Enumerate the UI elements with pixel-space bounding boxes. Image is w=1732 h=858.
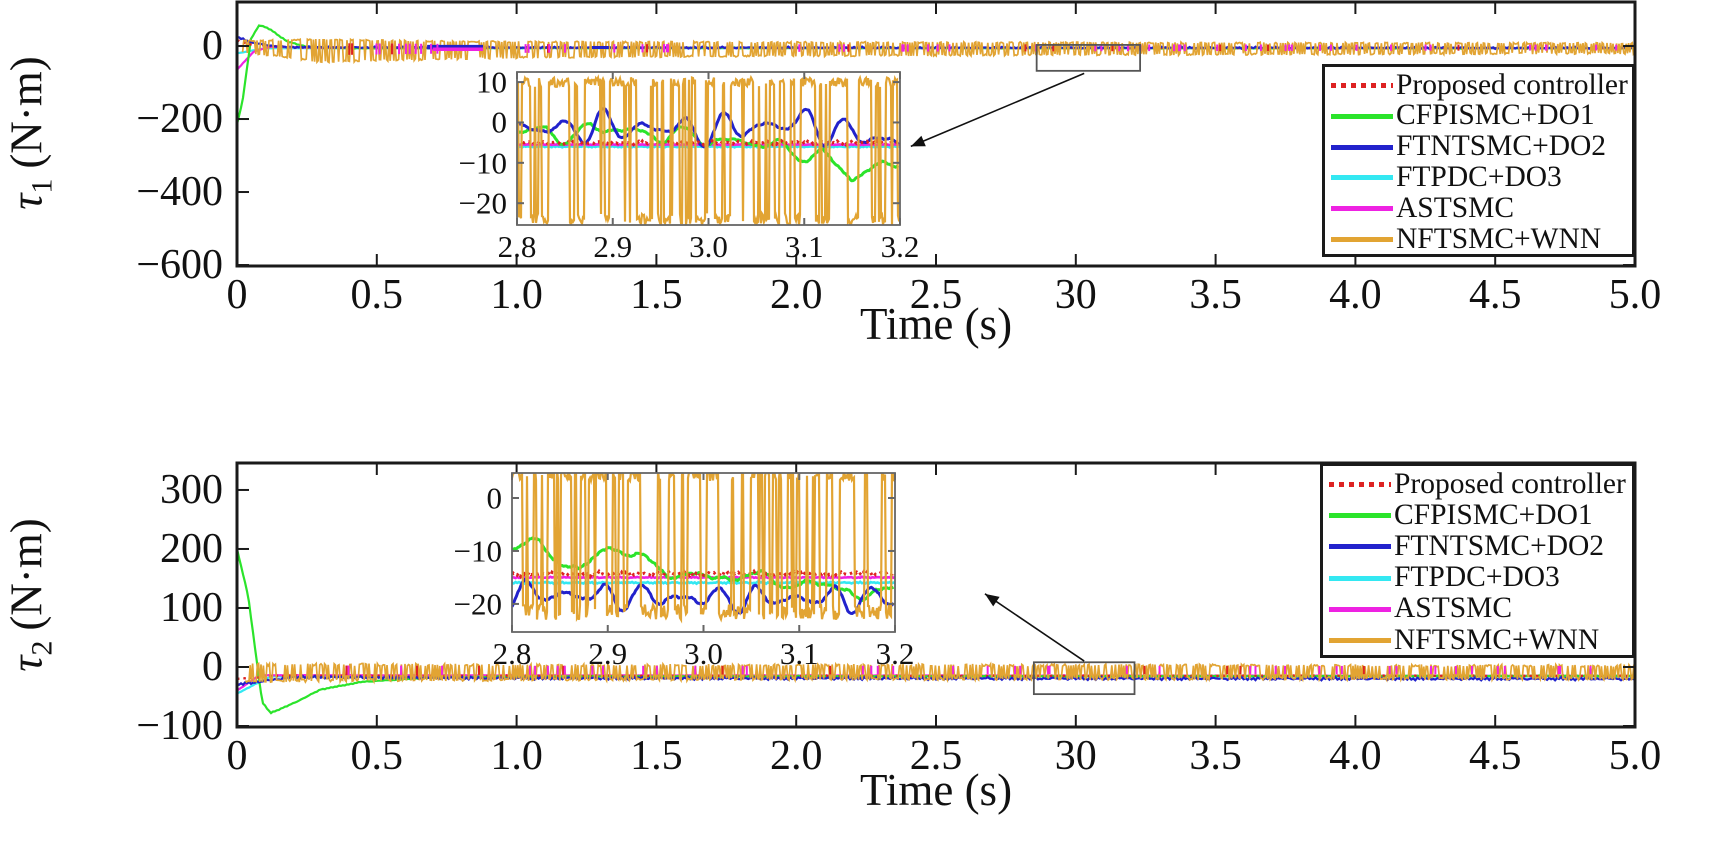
zoom-arrow-line: [910, 72, 1085, 148]
arrow-head: [910, 135, 926, 147]
plot-box-2: [235, 461, 1637, 729]
series-nftsmc-wnn: [512, 473, 895, 624]
zoom-region-rect: [1032, 661, 1136, 696]
x-axis-label-top: Time (s): [859, 299, 1013, 349]
series-cfpismc-do1: [237, 548, 1635, 715]
tau2-unit: (N·m): [1, 518, 52, 631]
plot-area-2: [237, 548, 1635, 715]
zoom-arrow-line: [984, 593, 1085, 662]
tau1-subscript: 1: [25, 178, 59, 194]
series-proposed-controller: [512, 568, 895, 580]
tau2-subscript: 2: [25, 640, 59, 656]
series-nftsmc-wnn: [517, 74, 900, 225]
series-cfpismc-do1: [237, 24, 1635, 125]
inset-area-1: [517, 74, 900, 225]
plot-box-1: [235, 0, 1637, 268]
series-nftsmc-wnn: [241, 37, 1635, 65]
arrow-head: [984, 593, 1000, 607]
zoom-region-rect: [1035, 44, 1142, 72]
series-ftntsmc-do2: [512, 577, 895, 615]
series-nftsmc-wnn: [244, 660, 1635, 685]
y-axis-label-tau2: τ2 (N·m): [1, 518, 60, 672]
x-axis-label-bottom: Time (s): [859, 765, 1013, 815]
plot-area-1: [237, 24, 1635, 125]
tau2-symbol: τ: [1, 655, 52, 672]
series-ftpdc-do3: [512, 580, 895, 586]
inset-area-2: [512, 473, 895, 624]
tau1-symbol: τ: [1, 193, 52, 210]
y-axis-label-tau1: τ1 (N·m): [1, 56, 60, 210]
tau1-unit: (N·m): [1, 56, 52, 169]
